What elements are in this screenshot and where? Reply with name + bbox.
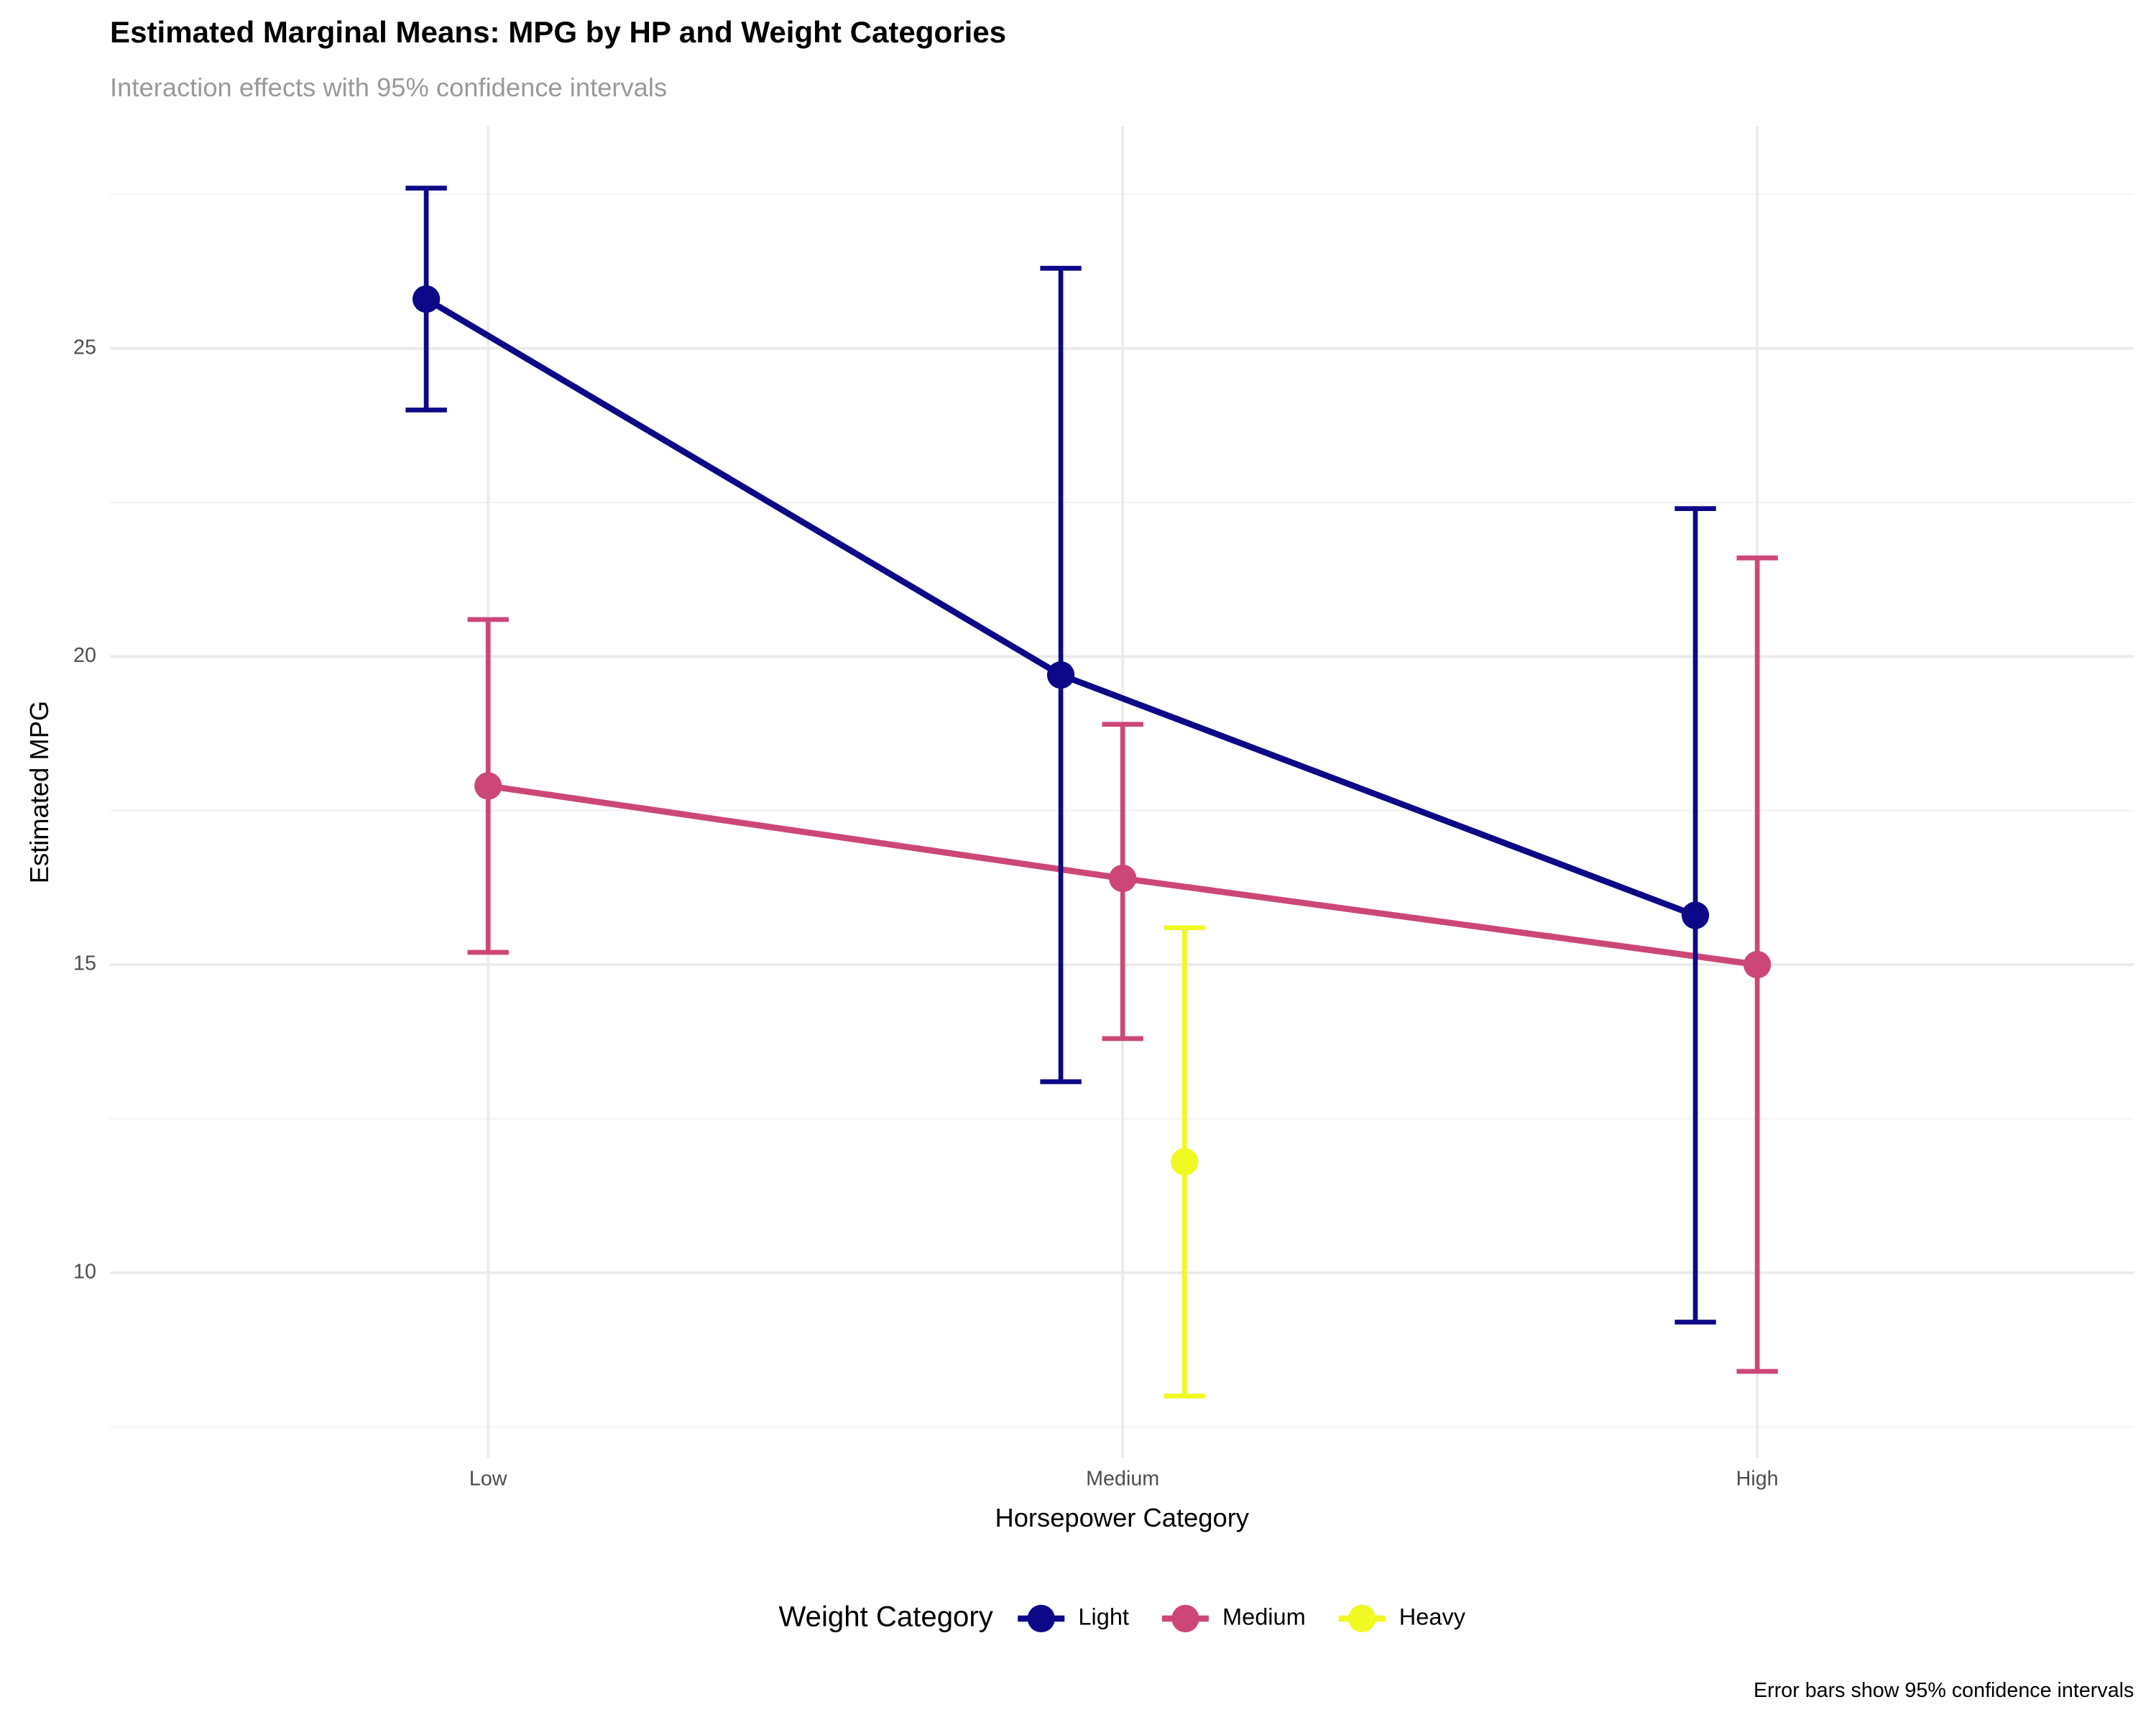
y-tick-label: 25 — [73, 336, 96, 359]
legend-label: Light — [1078, 1604, 1129, 1630]
legend-swatch — [1027, 1604, 1055, 1633]
legend-label: Heavy — [1399, 1604, 1466, 1630]
legend-item: Light — [1018, 1604, 1129, 1633]
legend-title: Weight Category — [778, 1601, 992, 1633]
legend: Weight Category Light Medium Heavy — [778, 1601, 1465, 1633]
point — [1046, 661, 1075, 689]
legend-item: Heavy — [1338, 1604, 1466, 1633]
plot — [405, 185, 1778, 1399]
x-tick-label: High — [1736, 1467, 1779, 1490]
legend-swatch — [1348, 1604, 1376, 1633]
point — [1743, 950, 1772, 979]
legend-label: Medium — [1222, 1604, 1306, 1630]
x-tick-label: Low — [469, 1467, 507, 1490]
y-tick-label: 20 — [73, 644, 96, 667]
point — [412, 285, 441, 313]
chart-title: Estimated Marginal Means: MPG by HP and … — [110, 15, 1006, 49]
y-axis-label: Estimated MPG — [24, 701, 54, 883]
point — [474, 772, 502, 800]
chart-subtitle: Interaction effects with 95% confidence … — [110, 73, 667, 102]
point — [1171, 1148, 1199, 1176]
caption: Error bars show 95% confidence intervals — [1754, 1679, 2134, 1702]
x-axis-label: Horsepower Category — [995, 1503, 1249, 1532]
grid: 10 15 20 25 Low Medium High — [73, 126, 2134, 1490]
point — [1681, 901, 1710, 929]
point — [1109, 864, 1137, 893]
y-tick-label: 15 — [73, 952, 96, 975]
legend-item: Medium — [1161, 1604, 1306, 1633]
y-tick-label: 10 — [73, 1260, 96, 1283]
legend-swatch — [1171, 1604, 1199, 1633]
x-tick-label: Medium — [1086, 1467, 1159, 1490]
